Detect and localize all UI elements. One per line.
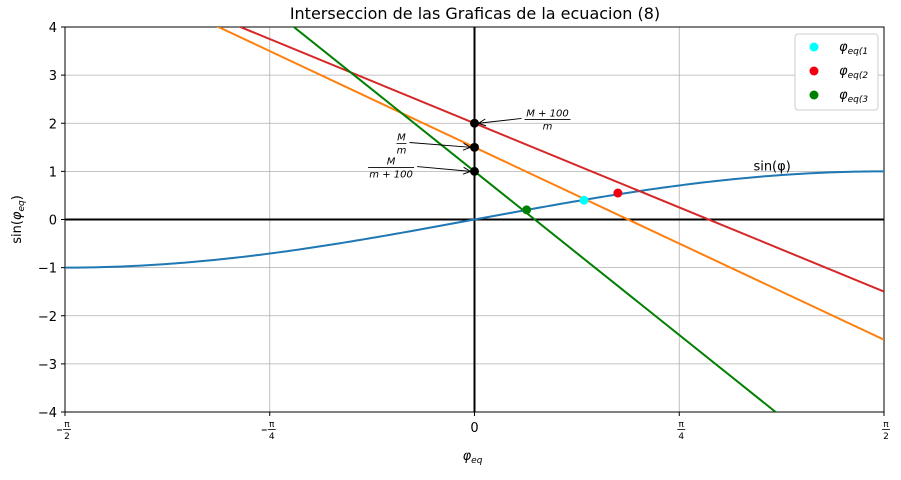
x-tick-label-0: π2 xyxy=(57,420,71,442)
legend-label: φeq(2 xyxy=(839,64,868,81)
series-sin-curve xyxy=(65,170,884,269)
intercept-point-3 xyxy=(470,166,479,176)
x-tick-denominator: 4 xyxy=(678,432,684,442)
y-tick-label-2: −2 xyxy=(38,310,57,325)
x-tick-denominator: 2 xyxy=(883,432,889,442)
legend-entry-3: φeq(3 xyxy=(809,88,868,105)
y-axis-label: sin(φeq) xyxy=(10,195,27,244)
points xyxy=(470,118,623,215)
legend: φeq(1 φeq(2 φeq(3 xyxy=(794,33,879,111)
y-tick-label-6: 2 xyxy=(49,117,57,132)
x-tick-numerator: π xyxy=(883,420,889,430)
y-tick-label-8: 4 xyxy=(49,21,57,36)
x-tick-label-2: 0 xyxy=(470,421,478,436)
x-tick-label-4: π2 xyxy=(882,420,890,442)
annotation-numerator: M xyxy=(397,133,406,144)
x-tick-label-1: π4 xyxy=(261,420,276,442)
curve-label-sin: sin(φ) xyxy=(753,160,790,175)
legend-label: φeq(3 xyxy=(839,88,868,105)
annotation-arrow-line xyxy=(417,166,471,172)
legend-label: φeq(1 xyxy=(839,40,868,57)
annotation-arrow-line xyxy=(478,117,522,124)
y-tick-label-4: 0 xyxy=(49,214,57,229)
x-tick-label-3: π4 xyxy=(677,420,686,442)
intersection-point-2 xyxy=(613,188,623,198)
intercept-point-1 xyxy=(470,118,479,128)
annotation-denominator: m + 100 xyxy=(369,170,413,181)
annotation-numerator: M xyxy=(387,157,396,168)
annotation-ann1: M + 100 m xyxy=(477,108,571,132)
legend-entry-2: φeq(2 xyxy=(809,64,868,81)
legend-marker xyxy=(809,90,819,100)
y-tick-label-7: 3 xyxy=(49,69,57,84)
x-axis-label: φeq xyxy=(463,449,483,466)
x-tick-text: 0 xyxy=(470,421,478,436)
legend-marker xyxy=(809,66,819,76)
annotation-ann3: Mm + 100 xyxy=(368,157,472,181)
y-tick-label-5: 1 xyxy=(49,165,57,180)
annotation-denominator: m xyxy=(397,146,407,157)
axis-labels: φeq sin(φeq) xyxy=(10,195,483,466)
x-tick-numerator: π xyxy=(64,420,70,430)
legend-marker xyxy=(809,42,819,52)
x-tick-denominator: 4 xyxy=(269,432,275,442)
annotation-denominator: m xyxy=(543,121,553,132)
intercept-point-2 xyxy=(470,142,479,152)
annotation-ann2: Mm xyxy=(396,133,472,157)
intersection-point-1 xyxy=(579,195,589,205)
y-tick-label-1: −3 xyxy=(38,358,57,373)
chart-title: Interseccion de las Graficas de la ecuac… xyxy=(290,4,660,23)
annotation-arrow-line xyxy=(409,142,471,148)
y-tick-label-3: −1 xyxy=(38,262,57,277)
x-tick-numerator: π xyxy=(679,420,685,430)
y-tick-label-0: −4 xyxy=(38,406,57,421)
intersection-point-3 xyxy=(522,205,532,215)
x-tick-numerator: π xyxy=(269,420,275,430)
annotation-numerator: M + 100 xyxy=(526,108,568,119)
x-tick-denominator: 2 xyxy=(64,432,70,442)
legend-entry-1: φeq(1 xyxy=(809,40,868,57)
